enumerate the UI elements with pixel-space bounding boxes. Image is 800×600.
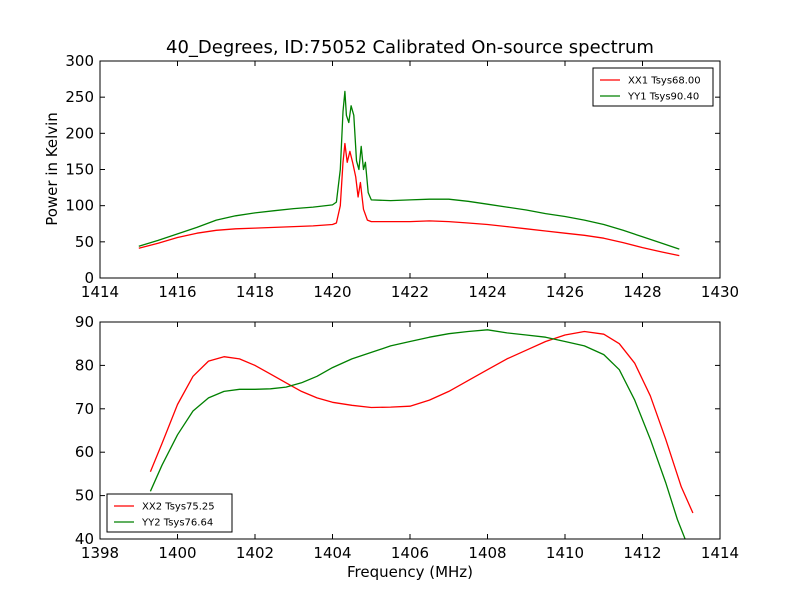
legend-entry-label: XX2 Tsys75.25	[142, 502, 215, 513]
legend: XX1 Tsys68.00 YY1 Tsys90.40	[592, 67, 714, 107]
legend: XX2 Tsys75.25 YY2 Tsys76.64	[106, 493, 233, 533]
y-tick-label: 80	[75, 356, 94, 374]
series-line-2	[149, 329, 686, 539]
x-tick-label: 1410	[546, 544, 584, 562]
y-tick-label: 300	[65, 52, 94, 70]
legend-box	[106, 493, 233, 533]
y-tick-label: 60	[75, 443, 94, 461]
y-tick-label: 90	[75, 313, 94, 331]
x-tick-label: 1400	[158, 544, 196, 562]
y-tick-label: 50	[75, 487, 94, 505]
legend-box	[592, 67, 714, 107]
x-tick-label: 1398	[81, 544, 119, 562]
x-tick-label: 1414	[701, 544, 739, 562]
x-tick-label: 1402	[236, 544, 274, 562]
series-group	[149, 329, 694, 539]
y-tick-label: 250	[65, 88, 94, 106]
x-tick-label: 1406	[391, 544, 429, 562]
x-tick-label: 1420	[313, 283, 351, 301]
x-tick-label: 1414	[81, 283, 119, 301]
y-axis-label: Power in Kelvin	[43, 112, 61, 226]
y-tick-label: 150	[65, 161, 94, 179]
series-line-2	[138, 90, 680, 250]
series-line-1	[138, 142, 680, 257]
x-tick-label: 1422	[391, 283, 429, 301]
x-tick-label: 1424	[468, 283, 506, 301]
x-tick-label: 1416	[158, 283, 196, 301]
x-tick-label: 1426	[546, 283, 584, 301]
y-tick-label: 200	[65, 124, 94, 142]
legend-entry-label: XX1 Tsys68.00	[628, 76, 701, 87]
legend-entry-label: YY1 Tsys90.40	[627, 92, 699, 103]
x-tick-label: 1404	[313, 544, 351, 562]
y-tick-label: 70	[75, 400, 94, 418]
top-panel: 1414 1416 1418 1420 1422 1424 1426 1428 1430 0 50 1…	[65, 52, 739, 301]
y-tick-label: 100	[65, 197, 94, 215]
x-tick-label: 1412	[623, 544, 661, 562]
x-tick-label: 1408	[468, 544, 506, 562]
series-line-1	[149, 330, 694, 514]
bottom-panel: 1398 1400 1402 1404 1406 1408 1410 1412 1414 40 50…	[75, 313, 739, 562]
y-tick-label: 0	[84, 269, 94, 287]
y-tick-label: 40	[75, 530, 94, 548]
y-tick-label: 50	[75, 233, 94, 251]
x-tick-label: 1428	[623, 283, 661, 301]
series-group	[138, 90, 680, 257]
chart-title: 40_Degrees, ID:75052 Calibrated On-sourc…	[166, 37, 654, 58]
x-tick-label: 1418	[236, 283, 274, 301]
x-tick-label: 1430	[701, 283, 739, 301]
x-axis-label: Frequency (MHz)	[347, 563, 473, 581]
legend-entry-label: YY2 Tsys76.64	[141, 518, 213, 529]
